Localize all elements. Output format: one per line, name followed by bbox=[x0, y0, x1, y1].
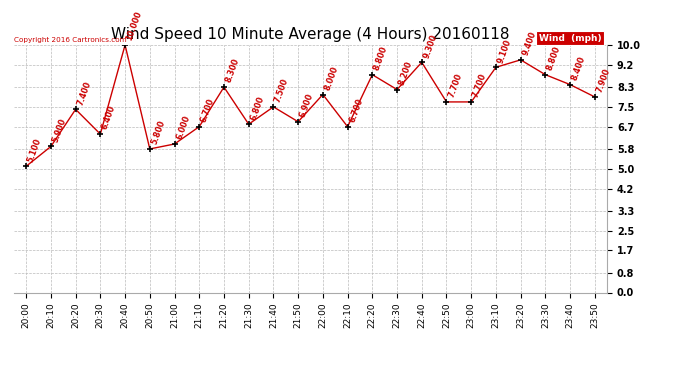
Text: 7.400: 7.400 bbox=[76, 80, 92, 106]
Text: 6.700: 6.700 bbox=[199, 97, 216, 124]
Text: 5.800: 5.800 bbox=[150, 119, 167, 146]
Text: 7.500: 7.500 bbox=[273, 77, 290, 104]
Text: 7.700: 7.700 bbox=[446, 72, 464, 99]
Text: 9.100: 9.100 bbox=[496, 38, 513, 64]
Text: 5.900: 5.900 bbox=[51, 117, 68, 144]
Text: 9.300: 9.300 bbox=[422, 33, 439, 59]
Text: Copyright 2016 Cartronics.com: Copyright 2016 Cartronics.com bbox=[14, 36, 126, 42]
Text: 8.800: 8.800 bbox=[545, 45, 562, 72]
Text: 8.000: 8.000 bbox=[323, 65, 340, 92]
Text: 7.900: 7.900 bbox=[595, 68, 612, 94]
Text: 6.700: 6.700 bbox=[348, 97, 364, 124]
Text: 8.800: 8.800 bbox=[373, 45, 389, 72]
Text: Wind  (mph): Wind (mph) bbox=[539, 33, 601, 42]
Text: 8.400: 8.400 bbox=[570, 55, 587, 82]
Text: 6.000: 6.000 bbox=[175, 114, 192, 141]
Title: Wind Speed 10 Minute Average (4 Hours) 20160118: Wind Speed 10 Minute Average (4 Hours) 2… bbox=[111, 27, 510, 42]
Text: 6.400: 6.400 bbox=[100, 105, 117, 131]
Text: 5.100: 5.100 bbox=[26, 136, 43, 163]
Text: 9.400: 9.400 bbox=[521, 30, 538, 57]
Text: 8.200: 8.200 bbox=[397, 60, 414, 87]
Text: 8.300: 8.300 bbox=[224, 57, 241, 84]
Text: 6.900: 6.900 bbox=[298, 92, 315, 119]
Text: 10.000: 10.000 bbox=[125, 10, 144, 42]
Text: 6.800: 6.800 bbox=[248, 94, 266, 121]
Text: 7.700: 7.700 bbox=[471, 72, 489, 99]
